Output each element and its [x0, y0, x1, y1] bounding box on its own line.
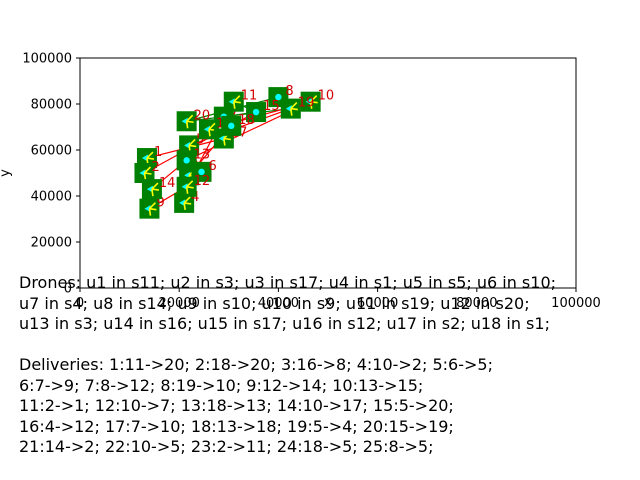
- station-label-19: 19: [298, 96, 315, 111]
- deliveries-line-0: Deliveries: 1:11->20; 2:18->20; 3:16->8;…: [19, 355, 493, 374]
- x-tick-label-2: 40000: [258, 296, 299, 311]
- y-tick-label-3: 60000: [31, 144, 72, 159]
- drone-marker-11: [232, 95, 241, 109]
- y-tick-label-5: 100000: [22, 52, 72, 67]
- station-label-9: 9: [156, 196, 164, 211]
- drone-marker-2: [143, 166, 152, 181]
- station-label-15: 15: [263, 99, 280, 114]
- y-axis: 0 20000 40000 60000 80000 100000: [22, 52, 80, 297]
- station-label-18: 18: [238, 113, 255, 128]
- station-label-13: 13: [194, 147, 211, 162]
- station-dot-15: [252, 108, 260, 116]
- station-13: 13: [176, 147, 211, 171]
- station-dot-8: [275, 93, 282, 101]
- station-12: 12: [176, 174, 211, 197]
- station-4: 4: [174, 190, 199, 213]
- station-label-2: 2: [151, 160, 159, 175]
- drone-marker-12: [185, 180, 194, 194]
- station-label-8: 8: [285, 84, 293, 99]
- deliveries-line-1: 6:7->9; 7:8->12; 8:19->10; 9:12->14; 10:…: [19, 375, 424, 395]
- drone-marker-14: [151, 182, 160, 197]
- station-label-4: 4: [191, 190, 199, 205]
- y-tick-label-0: 0: [64, 282, 72, 297]
- drone-marker-9: [148, 202, 157, 216]
- station-19: 19: [280, 96, 315, 119]
- drones-text: Drones: u1 in s11; u2 in s3; u3 in s17; …: [19, 273, 556, 335]
- drone-marker-20: [185, 114, 194, 129]
- x-tick-label-5: 100000: [551, 296, 601, 311]
- station-label-20: 20: [194, 108, 211, 123]
- drones-line-1: u7 in s4; u8 in s14; u9 in s10; u10 in s…: [19, 293, 530, 313]
- station-dot-13: [183, 157, 190, 164]
- deliveries-text: Deliveries: 1:11->20; 2:18->20; 3:16->8;…: [19, 355, 493, 458]
- drone-marker-19: [290, 102, 298, 116]
- y-tick-label-2: 40000: [31, 190, 72, 205]
- station-9: 9: [139, 196, 165, 219]
- station-label-1: 1: [154, 145, 162, 160]
- x-tick-label-1: 20000: [159, 296, 200, 311]
- station-label-5: 5: [196, 132, 204, 147]
- station-11: 11: [223, 89, 258, 112]
- y-axis-label: y: [0, 169, 13, 177]
- station-label-11: 11: [241, 89, 258, 104]
- y-tick-label-1: 20000: [31, 236, 72, 251]
- deliveries-line-2: 11:2->1; 12:10->7; 13:18->13; 14:10->17;…: [19, 396, 454, 416]
- station-label-10: 10: [318, 89, 335, 104]
- drones-line-2: u13 in s3; u14 in s16; u15 in s17; u16 i…: [19, 314, 550, 334]
- x-tick-label-0: 0: [76, 296, 84, 311]
- drone-marker-10: [309, 95, 318, 109]
- station-20: 20: [176, 108, 211, 132]
- x-tick-label-3: 60000: [357, 296, 398, 311]
- x-tick-label-4: 80000: [456, 296, 497, 311]
- station-2: 2: [134, 160, 160, 183]
- deliveries-line-3: 16:4->12; 17:7->10; 18:13->18; 19:5->4; …: [19, 416, 454, 436]
- x-axis-label: x: [324, 295, 332, 310]
- station-label-6: 6: [209, 159, 217, 174]
- station-label-12: 12: [194, 174, 211, 189]
- stations-layer: 1234567891011121314151617181920: [134, 84, 334, 219]
- deliveries-line-4: 21:14->2; 22:10->5; 23:2->11; 24:18->5; …: [19, 437, 434, 457]
- x-axis: 0 20000 40000 60000 80000 100000: [76, 288, 601, 311]
- station-label-14: 14: [159, 176, 176, 191]
- station-14: 14: [141, 176, 176, 200]
- station-dot-18: [228, 122, 235, 130]
- station-10: 10: [300, 89, 335, 112]
- y-tick-label-4: 80000: [31, 98, 72, 113]
- plot-area-frame: [79, 57, 577, 289]
- station-dot-6: [198, 168, 205, 176]
- drones-line-0: Drones: u1 in s11; u2 in s3; u3 in s17; …: [19, 273, 557, 292]
- station-18: 18: [221, 113, 255, 136]
- station-15: 15: [246, 99, 280, 123]
- drone-marker-4: [183, 196, 192, 211]
